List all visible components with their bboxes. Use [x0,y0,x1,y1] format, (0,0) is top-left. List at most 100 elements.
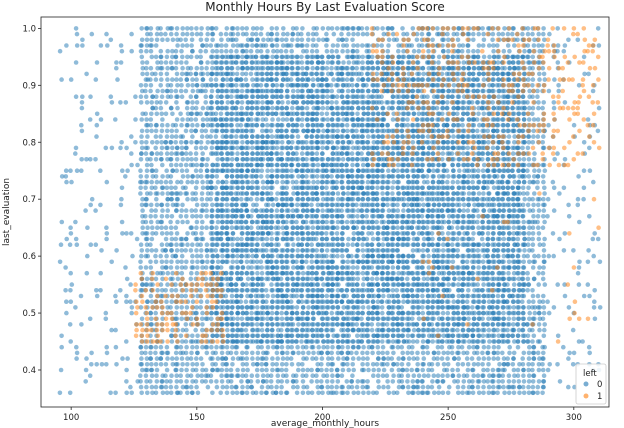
scatter-point-0 [425,276,431,282]
scatter-point-0 [562,43,568,48]
scatter-point-0 [73,145,79,151]
scatter-point-0 [452,356,457,361]
scatter-point-0 [204,214,210,219]
scatter-point-0 [148,214,153,219]
scatter-point-0 [185,117,190,122]
scatter-point-0 [335,373,340,379]
scatter-point-0 [218,31,224,37]
scatter-point-0 [164,344,170,350]
scatter-point-0 [254,43,259,48]
scatter-point-0 [194,202,200,208]
scatter-point-0 [455,379,461,384]
scatter-point-0 [79,100,85,105]
scatter-point-0 [264,367,269,373]
scatter-point-0 [84,356,89,361]
scatter-point-0 [199,65,204,71]
scatter-point-0 [476,390,482,396]
scatter-point-0 [309,253,315,259]
scatter-point-0 [170,145,175,151]
scatter-point-0 [284,379,290,384]
scatter-point-0 [139,54,145,60]
scatter-point-0 [183,322,189,327]
scatter-point-0 [294,259,299,265]
scatter-point-0 [63,168,69,173]
scatter-point-0 [139,151,144,156]
scatter-point-0 [344,356,350,361]
scatter-point-0 [215,356,221,361]
scatter-point-0 [168,179,173,185]
scatter-point-0 [168,231,174,236]
scatter-point-0 [557,191,562,196]
scatter-point-0 [355,276,361,282]
scatter-point-0 [381,356,386,361]
scatter-point-0 [144,367,150,373]
scatter-point-0 [585,282,591,287]
scatter-point-0 [124,390,129,396]
scatter-point-0 [143,88,148,94]
scatter-point-0 [421,373,427,379]
scatter-point-0 [214,367,220,373]
scatter-point-0 [451,299,457,305]
scatter-point-0 [185,83,191,88]
scatter-point-0 [190,259,195,265]
scatter-point-0 [180,26,185,31]
scatter-point-0 [360,31,366,37]
scatter-point-0 [164,71,170,77]
scatter-point-0 [279,362,285,367]
scatter-point-0 [290,37,295,43]
scatter-point-0 [194,100,200,105]
scatter-point-0 [155,88,160,94]
scatter-point-0 [145,31,150,37]
scatter-point-0 [324,367,329,373]
scatter-point-0 [169,128,175,134]
scatter-point-0 [300,350,306,356]
scatter-point-0 [148,117,154,122]
scatter-point-0 [150,94,155,99]
scatter-point-0 [259,384,265,390]
scatter-point-0 [249,384,254,390]
scatter-point-0 [158,179,164,185]
scatter-point-0 [198,140,204,145]
scatter-point-0 [165,270,171,276]
scatter-point-0 [420,384,426,390]
scatter-point-0 [195,259,200,265]
scatter-point-0 [351,390,357,396]
scatter-point-0 [464,356,470,361]
scatter-point-0 [154,151,160,156]
scatter-point-0 [183,265,188,270]
scatter-point-0 [160,185,166,191]
scatter-point-0 [404,31,410,37]
scatter-point-0 [283,48,289,54]
scatter-point-0 [118,288,123,293]
scatter-point-0 [174,31,179,37]
scatter-point-0 [138,168,143,173]
scatter-point-0 [189,31,195,37]
scatter-point-0 [375,344,381,350]
scatter-point-0 [139,350,144,356]
scatter-point-0 [364,26,370,31]
scatter-point-0 [140,65,146,71]
scatter-point-0 [595,26,601,31]
scatter-point-0 [159,157,164,162]
scatter-point-0 [195,390,201,396]
scatter-point-0 [195,373,200,379]
scatter-point-0 [135,162,140,168]
scatter-point-0 [200,179,205,185]
scatter-point-0 [169,333,174,339]
scatter-point-0 [173,185,178,191]
scatter-point-0 [64,299,69,305]
scatter-point-0 [189,265,195,270]
scatter-point-0 [139,356,144,361]
scatter-point-0 [89,362,94,367]
scatter-point-0 [244,362,249,367]
scatter-point-0 [73,26,79,31]
scatter-point-0 [118,60,124,65]
scatter-point-0 [183,293,188,299]
scatter-point-0 [94,293,100,299]
scatter-point-0 [179,248,184,253]
scatter-point-0 [550,179,556,185]
scatter-point-0 [163,140,169,145]
scatter-point-0 [445,362,451,367]
scatter-point-0 [359,379,365,384]
scatter-point-0 [230,26,236,31]
